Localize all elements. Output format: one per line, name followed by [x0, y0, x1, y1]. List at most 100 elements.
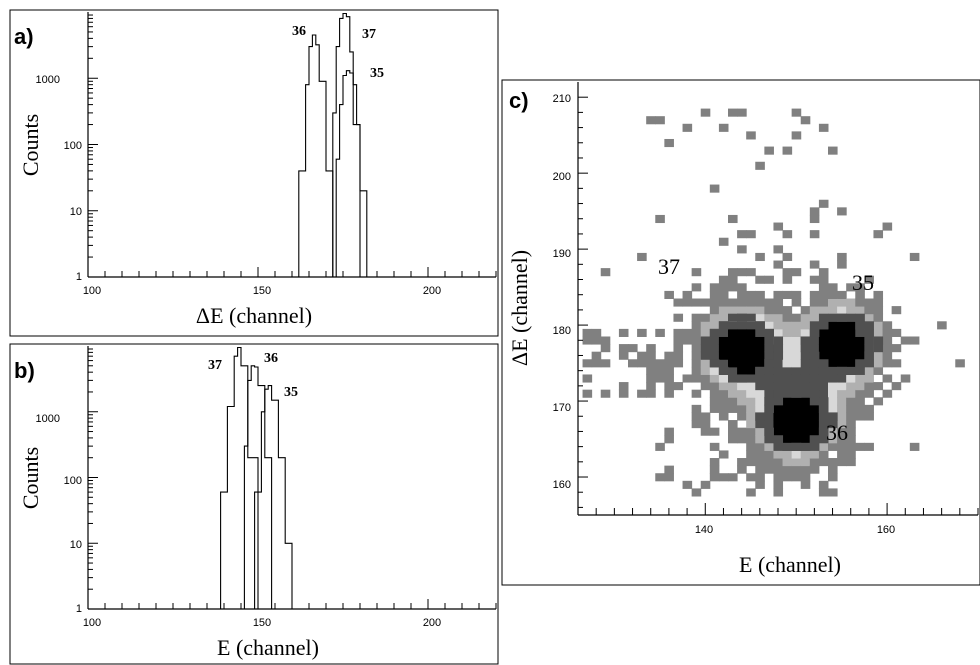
heatmap-cell — [655, 359, 665, 368]
heatmap-cell — [764, 321, 774, 330]
heatmap-cell — [728, 313, 738, 322]
heatmap-cell — [809, 321, 820, 330]
heatmap-cell — [773, 374, 784, 383]
heatmap-cell — [809, 290, 820, 299]
heatmap-cell — [764, 359, 774, 368]
heatmap-cell — [828, 328, 838, 337]
heatmap-cell — [873, 230, 884, 239]
heatmap-cell — [737, 382, 747, 391]
heatmap-cell — [800, 366, 811, 375]
panel-a-xtick-150: 150 — [253, 285, 271, 297]
heatmap-cell — [646, 359, 656, 368]
heatmap-cell — [582, 389, 593, 398]
heatmap-cell — [691, 313, 702, 322]
heatmap-cell — [646, 366, 656, 375]
heatmap-cell — [664, 290, 674, 299]
heatmap-cell — [818, 359, 829, 368]
heatmap-cell — [664, 359, 674, 368]
heatmap-cell — [782, 306, 793, 315]
heatmap-cell — [755, 473, 765, 482]
heatmap-cell — [873, 382, 884, 391]
heatmap-cell — [728, 359, 738, 368]
heatmap-cell — [737, 245, 747, 254]
heatmap-cell — [646, 116, 656, 125]
heatmap-cell — [755, 328, 765, 337]
heatmap-cell — [828, 427, 838, 436]
heatmap-cell — [818, 480, 829, 489]
heatmap-cell — [809, 298, 820, 307]
heatmap-cell — [755, 465, 765, 474]
heatmap-cell — [828, 374, 838, 383]
heatmap-cell — [855, 351, 865, 360]
heatmap-cell — [655, 366, 665, 375]
heatmap-cell — [864, 336, 874, 345]
heatmap-cell — [673, 382, 684, 391]
heatmap-cell — [818, 268, 829, 277]
heatmap-cell — [700, 108, 711, 117]
heatmap-cell — [673, 298, 684, 307]
heatmap-cell — [809, 313, 820, 322]
heatmap-cell — [800, 427, 811, 436]
heatmap-cell — [791, 397, 802, 406]
heatmap-cell — [791, 420, 802, 429]
heatmap-cell — [773, 298, 784, 307]
heatmap-cell — [655, 116, 665, 125]
heatmap-cell — [746, 328, 756, 337]
heatmap-cell — [846, 389, 856, 398]
heatmap-cell — [791, 344, 802, 353]
heatmap-cell — [791, 458, 802, 467]
heatmap-cell — [855, 442, 865, 451]
heatmap-cell — [882, 359, 893, 368]
heatmap-cell — [891, 328, 902, 337]
panel-a-series-36 — [292, 34, 334, 278]
heatmap-cell — [709, 290, 720, 299]
heatmap-cell — [746, 404, 756, 413]
heatmap-cell — [773, 351, 784, 360]
heatmap-cell — [718, 473, 729, 482]
panel-c-frame — [501, 79, 980, 586]
heatmap-cell — [682, 336, 693, 345]
heatmap-cell — [709, 321, 720, 330]
heatmap-cell — [773, 328, 784, 337]
panel-c-cluster-37: 37 — [658, 254, 680, 279]
heatmap-cell — [800, 116, 811, 125]
heatmap-cell — [737, 465, 747, 474]
heatmap-cell — [709, 336, 720, 345]
heatmap-cell — [855, 344, 865, 353]
heatmap-cell — [655, 328, 665, 337]
heatmap-cell — [809, 306, 820, 315]
heatmap-cell — [773, 336, 784, 345]
heatmap-cell — [828, 458, 838, 467]
heatmap-cell — [746, 306, 756, 315]
heatmap-cell — [646, 351, 656, 360]
heatmap-cell — [755, 359, 765, 368]
heatmap-cell — [728, 108, 738, 117]
heatmap-cell — [737, 374, 747, 383]
heatmap-cell — [737, 321, 747, 330]
heatmap-cell — [764, 427, 774, 436]
heatmap-cell — [746, 382, 756, 391]
heatmap-cell — [718, 313, 729, 322]
heatmap-cell — [728, 344, 738, 353]
heatmap-cell — [855, 404, 865, 413]
panel-b-peak-37: 37 — [208, 358, 222, 373]
heatmap-cell — [764, 328, 774, 337]
heatmap-cell — [791, 131, 802, 140]
heatmap-cell — [682, 480, 693, 489]
panel-c-ytick-190: 190 — [553, 248, 571, 260]
heatmap-cell — [746, 435, 756, 444]
heatmap-cell — [673, 344, 684, 353]
heatmap-cell — [655, 374, 665, 383]
heatmap-cell — [800, 420, 811, 429]
heatmap-cell — [864, 404, 874, 413]
heatmap-cell — [909, 442, 920, 451]
heatmap-cell — [764, 275, 774, 284]
heatmap-cell — [873, 328, 884, 337]
heatmap-cell — [855, 389, 865, 398]
heatmap-cell — [764, 458, 774, 467]
heatmap-cell — [818, 344, 829, 353]
heatmap-cell — [782, 321, 793, 330]
heatmap-cell — [782, 382, 793, 391]
heatmap-cell — [728, 397, 738, 406]
heatmap-cell — [791, 389, 802, 398]
